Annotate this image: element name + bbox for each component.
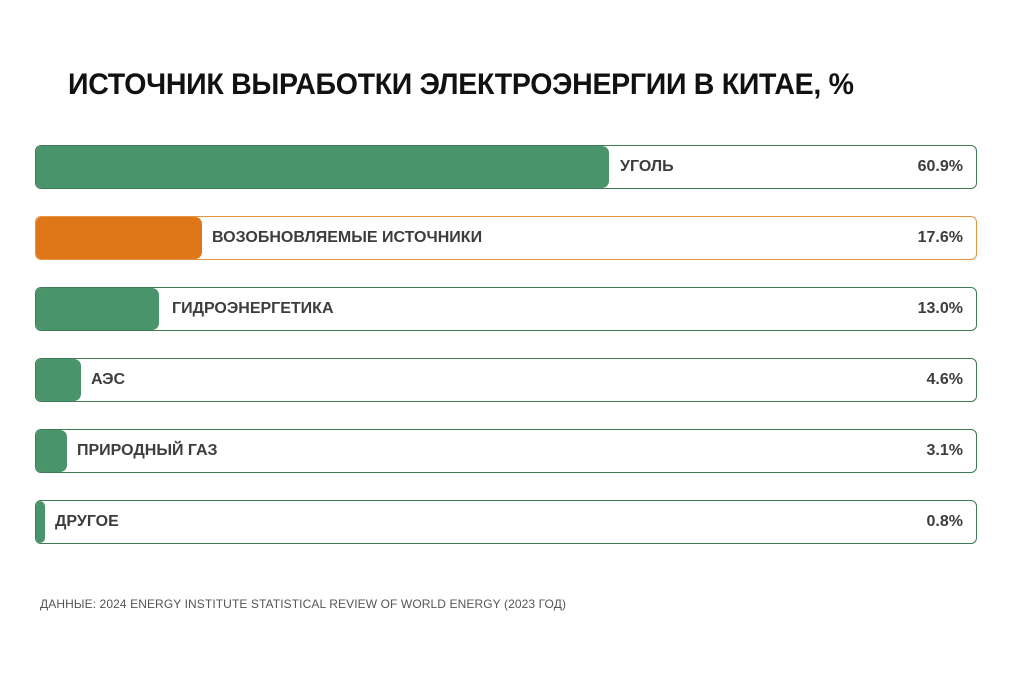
bar-fill [36, 288, 159, 330]
bar-fill [36, 146, 609, 188]
bar-value: 13.0% [917, 300, 963, 317]
bar-row-renewables: ВОЗОБНОВЛЯЕМЫЕ ИСТОЧНИКИ 17.6% [35, 216, 977, 260]
bar-value: 0.8% [926, 513, 963, 530]
bar-label: ВОЗОБНОВЛЯЕМЫЕ ИСТОЧНИКИ [212, 229, 483, 246]
bar-row-hydro: ГИДРОЭНЕРГЕТИКА 13.0% [35, 287, 977, 331]
bar-label: ПРИРОДНЫЙ ГАЗ [77, 442, 218, 459]
bar-value: 4.6% [926, 371, 963, 388]
bar-list: УГОЛЬ 60.9% ВОЗОБНОВЛЯЕМЫЕ ИСТОЧНИКИ 17.… [35, 145, 977, 571]
bar-label: ГИДРОЭНЕРГЕТИКА [172, 300, 334, 317]
bar-label: УГОЛЬ [620, 158, 674, 175]
chart-title: ИСТОЧНИК ВЫРАБОТКИ ЭЛЕКТРОЭНЕРГИИ В КИТА… [68, 68, 854, 101]
bar-fill [36, 359, 81, 401]
bar-value: 3.1% [926, 442, 963, 459]
source-note: ДАННЫЕ: 2024 ENERGY INSTITUTE STATISTICA… [40, 597, 567, 611]
bar-row-other: ДРУГОЕ 0.8% [35, 500, 977, 544]
bar-row-nuclear: АЭС 4.6% [35, 358, 977, 402]
bar-row-gas: ПРИРОДНЫЙ ГАЗ 3.1% [35, 429, 977, 473]
bar-label: АЭС [91, 371, 126, 388]
bar-label: ДРУГОЕ [55, 513, 119, 530]
bar-fill [36, 217, 202, 259]
bar-fill [36, 501, 45, 543]
bar-value: 60.9% [917, 158, 963, 175]
bar-row-coal: УГОЛЬ 60.9% [35, 145, 977, 189]
bar-value: 17.6% [917, 229, 963, 246]
bar-fill [36, 430, 67, 472]
